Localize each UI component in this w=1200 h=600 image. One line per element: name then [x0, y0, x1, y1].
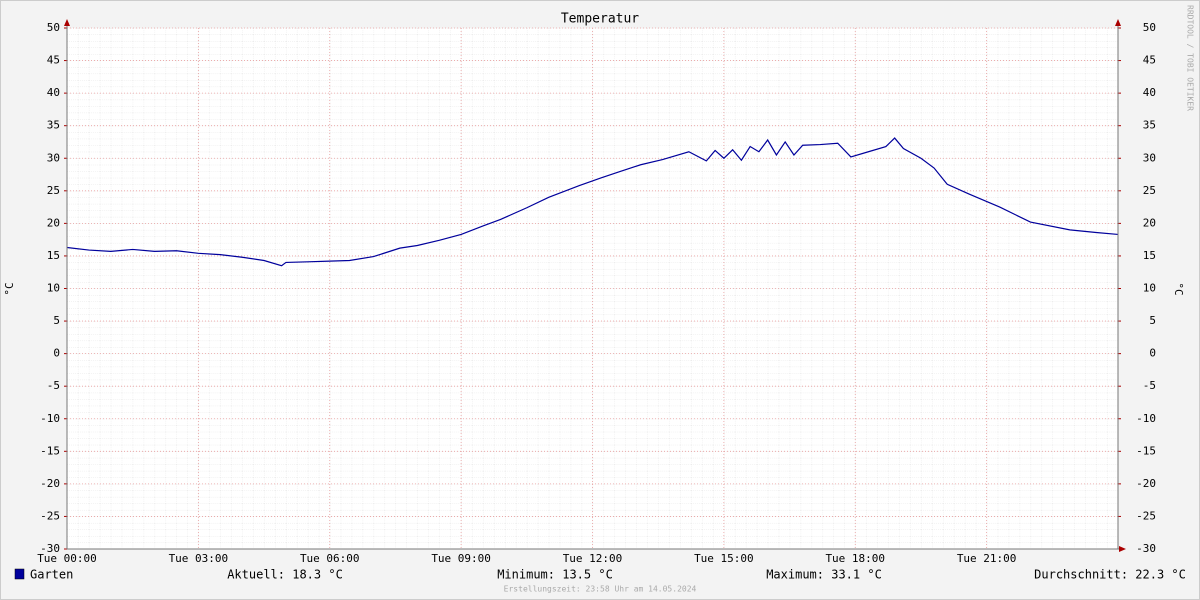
data [66, 137, 1119, 267]
y-tick-label: 25 [47, 184, 60, 197]
series-line [66, 137, 1119, 267]
arrow [64, 19, 70, 26]
y-tick-label: 35 [47, 119, 60, 132]
legend-stat: Aktuell: 18.3 °C [227, 568, 343, 582]
y-tick-label: 15 [47, 249, 60, 262]
arrow [1119, 546, 1126, 552]
y2-tick-label: -25 [1136, 509, 1156, 522]
legend-stat: Durchschnitt: 22.3 °C [1034, 568, 1186, 582]
x-tick-label: Tue 09:00 [431, 552, 491, 565]
y2-tick-label: 40 [1143, 86, 1156, 99]
y-tick-label: 0 [53, 347, 60, 360]
x-tick-label: Tue 15:00 [694, 552, 754, 565]
y2-tick-label: 10 [1143, 282, 1156, 295]
y2-tick-label: 0 [1149, 347, 1156, 360]
legend-swatch [14, 568, 25, 580]
y-axis-label: °C [3, 282, 16, 295]
y2-tick-label: 15 [1143, 249, 1156, 262]
chart-title: Temperatur [561, 12, 639, 27]
y2-axis-label: °C [1172, 282, 1185, 295]
y-tick-label: -5 [47, 379, 60, 392]
x-tick-label: Tue 06:00 [300, 552, 360, 565]
y-tick-label: -30 [40, 542, 60, 555]
y2-tick-label: 45 [1143, 54, 1156, 67]
y2-tick-label: 20 [1143, 216, 1156, 229]
y2-tick-label: -5 [1143, 379, 1156, 392]
legend-stat: Minimum: 13.5 °C [497, 568, 613, 582]
arrow [1115, 19, 1121, 26]
y2-tick-label: -10 [1136, 412, 1156, 425]
x-tick-label: Tue 18:00 [825, 552, 885, 565]
y-tick-label: 10 [47, 282, 60, 295]
y-tick-label: -15 [40, 444, 60, 457]
y-tick-label: 5 [53, 314, 60, 327]
y-tick-label: -10 [40, 412, 60, 425]
footer: Erstellungszeit: 23:58 Uhr am 14.05.2024 [504, 585, 697, 594]
y2-tick-label: -15 [1136, 444, 1156, 457]
y-tick-label: 30 [47, 151, 60, 164]
y-tick-label: 40 [47, 86, 60, 99]
x-tick-label: Tue 00:00 [37, 552, 97, 565]
legend-label: Garten [30, 568, 73, 582]
y2-tick-label: 50 [1143, 21, 1156, 34]
y2-tick-label: -20 [1136, 477, 1156, 490]
grid [64, 27, 1121, 550]
y2-tick-label: 25 [1143, 184, 1156, 197]
y-tick-label: 45 [47, 54, 60, 67]
y2-tick-label: 35 [1143, 119, 1156, 132]
x-tick-label: Tue 12:00 [563, 552, 623, 565]
x-tick-label: Tue 03:00 [169, 552, 229, 565]
x-tick-label: Tue 21:00 [957, 552, 1017, 565]
y2-tick-label: 5 [1149, 314, 1156, 327]
y-tick-label: 50 [47, 21, 60, 34]
y2-tick-label: -30 [1136, 542, 1156, 555]
legend-stat: Maximum: 33.1 °C [766, 568, 882, 582]
y-tick-label: 20 [47, 216, 60, 229]
watermark: RRDTOOL / TOBI OETIKER [1186, 5, 1195, 111]
y2-tick-label: 30 [1143, 151, 1156, 164]
y-tick-label: -20 [40, 477, 60, 490]
y-tick-label: -25 [40, 509, 60, 522]
